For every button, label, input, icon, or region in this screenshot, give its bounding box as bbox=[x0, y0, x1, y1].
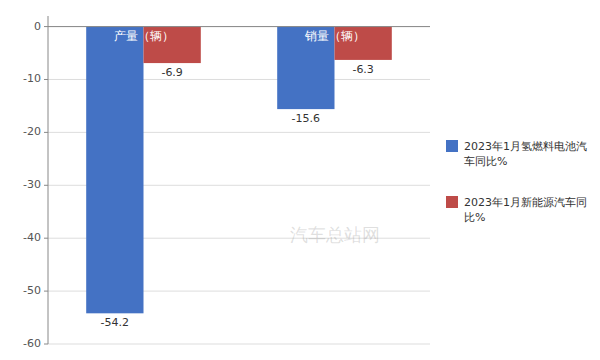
y-tick bbox=[44, 26, 48, 27]
bar bbox=[86, 27, 143, 314]
y-tick bbox=[44, 238, 48, 239]
y-tick bbox=[44, 132, 48, 133]
legend-label: 2023年1月氢燃料电池汽车同比% bbox=[464, 140, 587, 168]
grid-line bbox=[48, 344, 430, 345]
y-tick bbox=[44, 79, 48, 80]
y-tick-label: -60 bbox=[23, 337, 41, 350]
watermark: 汽车总站网 bbox=[290, 224, 380, 245]
data-label: -6.3 bbox=[352, 63, 373, 76]
y-tick-label: -50 bbox=[23, 284, 41, 297]
data-label: -15.6 bbox=[292, 112, 320, 125]
chart: 0 -10 -20 -30 -40 -50 -60 汽车总站网 -54.2 -15.6 -6.9 -6… bbox=[0, 0, 600, 360]
data-label: -6.9 bbox=[161, 66, 182, 79]
legend-label: 2023年1月新能源汽车同比% bbox=[464, 196, 587, 224]
y-tick bbox=[44, 344, 48, 345]
y-tick bbox=[44, 185, 48, 186]
data-label: -54.2 bbox=[101, 316, 129, 329]
legend-swatch bbox=[446, 140, 458, 152]
grid-line bbox=[48, 26, 430, 27]
y-tick-label: -30 bbox=[23, 178, 41, 191]
y-tick-label: -40 bbox=[23, 231, 41, 244]
legend-swatch bbox=[446, 196, 458, 208]
bars bbox=[86, 27, 392, 314]
y-tick-label: 0 bbox=[34, 20, 41, 33]
zero-line bbox=[48, 26, 430, 27]
y-axis-line bbox=[48, 16, 49, 344]
y-tick bbox=[44, 291, 48, 292]
category-label: 销量（辆） bbox=[304, 29, 365, 43]
y-tick-label: -20 bbox=[23, 125, 41, 138]
y-tick-label: -10 bbox=[23, 72, 41, 85]
category-label: 产量（辆） bbox=[114, 29, 174, 43]
